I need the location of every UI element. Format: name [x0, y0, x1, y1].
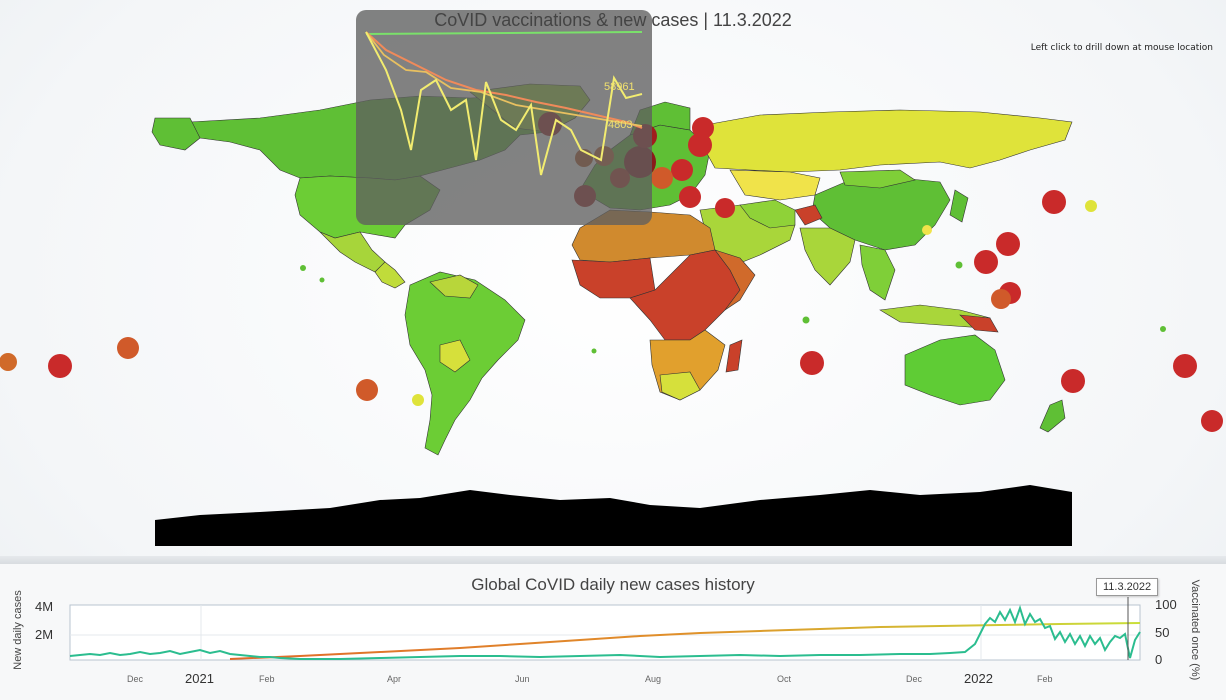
alaska-region[interactable] [151, 117, 201, 151]
central-america-region[interactable] [374, 261, 406, 289]
map-title: CoVID vaccinations & new cases | 11.3.20… [434, 10, 792, 30]
x-tick: Dec [906, 674, 923, 684]
x-tick: Oct [777, 674, 792, 684]
cases-bubble[interactable] [671, 159, 693, 181]
cases-bubble[interactable] [688, 133, 712, 157]
history-plot-area[interactable] [69, 604, 1141, 661]
selected-date-badge: 11.3.2022 [1096, 578, 1159, 596]
x-tick: Jun [515, 674, 530, 684]
bolivia-region[interactable] [439, 339, 471, 373]
venezuela-region[interactable] [429, 274, 479, 299]
cases-bubble[interactable] [1173, 354, 1197, 378]
afghanistan-region[interactable] [794, 204, 823, 226]
vaccination-trend-line [365, 31, 643, 35]
island-dot[interactable] [922, 225, 932, 235]
cases-bubble[interactable] [117, 337, 139, 359]
cases-bubble[interactable] [1042, 190, 1066, 214]
drill-down-hint: Left click to drill down at mouse locati… [1030, 43, 1213, 53]
x-tick-year: 2021 [185, 671, 214, 686]
y-left-tick: 2M [35, 627, 53, 642]
cases-bubble[interactable] [651, 167, 673, 189]
history-chart[interactable]: 4M 2M 100 50 0 Dec 2021 Feb Apr Jun Aug … [0, 564, 1226, 700]
x-tick: Aug [645, 674, 661, 684]
cases-trend-line-2 [365, 31, 643, 127]
cases-bubble[interactable] [0, 353, 17, 371]
y-right-tick: 100 [1155, 597, 1177, 612]
cases-trend-line-3 [365, 31, 643, 176]
country-trend-popup: 58961 4803 [356, 10, 652, 225]
mongolia-region[interactable] [839, 169, 916, 189]
y-right-tick: 0 [1155, 652, 1162, 667]
x-tick: Dec [127, 674, 144, 684]
island-dot[interactable] [300, 265, 306, 271]
island-dot[interactable] [319, 277, 325, 283]
mexico-region[interactable] [319, 231, 386, 273]
cases-bubble[interactable] [1201, 410, 1223, 432]
cases-bubble[interactable] [692, 117, 714, 139]
west-africa-region[interactable] [571, 257, 656, 299]
russia-region[interactable] [704, 109, 1073, 173]
cases-bubble[interactable] [996, 232, 1020, 256]
island-dot[interactable] [1085, 200, 1097, 212]
cases-bubble[interactable] [800, 351, 824, 375]
world-map-area[interactable]: CoVID vaccinations & new cases | 11.3.20… [0, 0, 1226, 556]
cases-bubble[interactable] [991, 289, 1011, 309]
island-dot[interactable] [802, 316, 810, 324]
new-zealand-region[interactable] [1039, 399, 1066, 433]
island-dot[interactable] [1160, 326, 1166, 332]
japan-region[interactable] [949, 189, 969, 223]
cases-bubble[interactable] [715, 198, 735, 218]
x-tick-year: 2022 [964, 671, 993, 686]
iran-region[interactable] [739, 199, 796, 229]
y-right-tick: 50 [1155, 625, 1169, 640]
cases-bubble[interactable] [1061, 369, 1085, 393]
cases-bubble[interactable] [679, 186, 701, 208]
madagascar-region[interactable] [725, 339, 743, 373]
east-africa-region[interactable] [714, 249, 756, 311]
inset-value-label-2: 4803 [608, 119, 632, 131]
island-dot[interactable] [955, 261, 963, 269]
x-tick: Feb [259, 674, 275, 684]
history-title: Global CoVID daily new cases history [471, 575, 755, 594]
cases-history-line [69, 604, 1141, 660]
antarctica-region [155, 485, 1072, 546]
kazakhstan-region[interactable] [729, 169, 821, 201]
vaccination-history-line [229, 622, 1141, 660]
png-region[interactable] [959, 314, 999, 333]
south-africa-region[interactable] [659, 371, 701, 401]
history-panel: Global CoVID daily new cases history New… [0, 564, 1226, 700]
cases-bubble[interactable] [48, 354, 72, 378]
india-region[interactable] [799, 227, 856, 286]
cases-bubble[interactable] [356, 379, 378, 401]
southeast-asia-region[interactable] [859, 244, 896, 301]
island-dot[interactable] [412, 394, 424, 406]
cases-trend-line-1 [365, 31, 643, 129]
x-tick: Apr [387, 674, 401, 684]
country-trend-chart: 58961 4803 [365, 31, 643, 176]
island-dot[interactable] [591, 348, 597, 354]
cases-bubble[interactable] [974, 250, 998, 274]
y-left-tick: 4M [35, 599, 53, 614]
australia-region[interactable] [904, 334, 1006, 406]
x-tick: Feb [1037, 674, 1053, 684]
panel-divider [0, 556, 1226, 564]
inset-value-label-1: 58961 [604, 81, 635, 93]
